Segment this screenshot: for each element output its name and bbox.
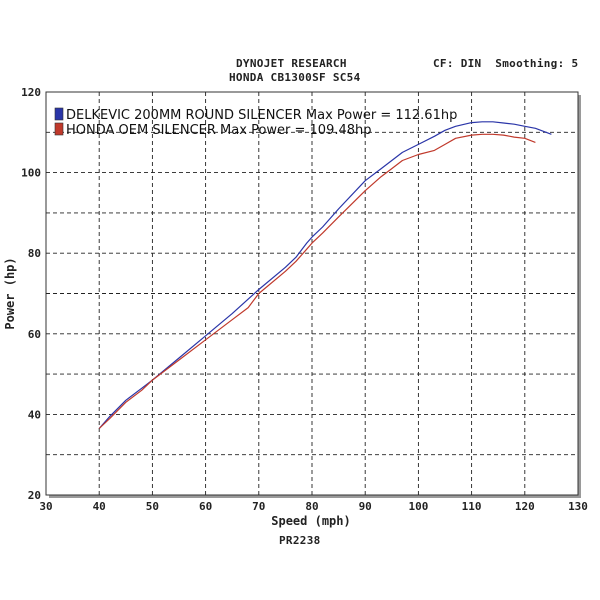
y-tick-label: 20	[28, 489, 41, 502]
series-line-1	[98, 121, 552, 429]
x-tick-label: 100	[408, 500, 428, 513]
y-tick-label: 120	[21, 86, 41, 99]
legend-swatch-1	[54, 107, 64, 121]
x-tick-label: 30	[39, 500, 52, 513]
y-tick-label: 60	[28, 328, 41, 341]
legend-label-1: DELKEVIC 200MM ROUND SILENCER Max Power …	[66, 108, 457, 123]
legend-label-2: HONDA OEM SILENCER Max Power = 109.48hp	[66, 123, 372, 138]
x-tick-label: 90	[359, 500, 372, 513]
x-tick-label: 120	[515, 500, 535, 513]
x-tick-label: 80	[305, 500, 318, 513]
x-tick-label: 40	[93, 500, 106, 513]
chart-subtitle: HONDA CB1300SF SC54	[229, 71, 361, 84]
y-axis-label: Power (hp)	[3, 257, 17, 329]
x-tick-label: 50	[146, 500, 159, 513]
run-id-label: PR2238	[279, 534, 321, 547]
y-tick-label: 100	[21, 167, 41, 180]
x-tick-label: 60	[199, 500, 212, 513]
y-tick-label: 80	[28, 247, 41, 260]
x-tick-label: 110	[462, 500, 482, 513]
x-tick-label: 130	[568, 500, 588, 513]
series-line-2	[98, 133, 536, 429]
settings-label: CF: DIN Smoothing: 5	[433, 57, 579, 70]
x-axis-label: Speed (mph)	[271, 514, 350, 528]
y-tick-label: 40	[28, 408, 41, 421]
x-tick-label: 70	[252, 500, 265, 513]
chart-title: DYNOJET RESEARCH	[236, 57, 347, 70]
legend-swatch-2	[54, 122, 64, 136]
